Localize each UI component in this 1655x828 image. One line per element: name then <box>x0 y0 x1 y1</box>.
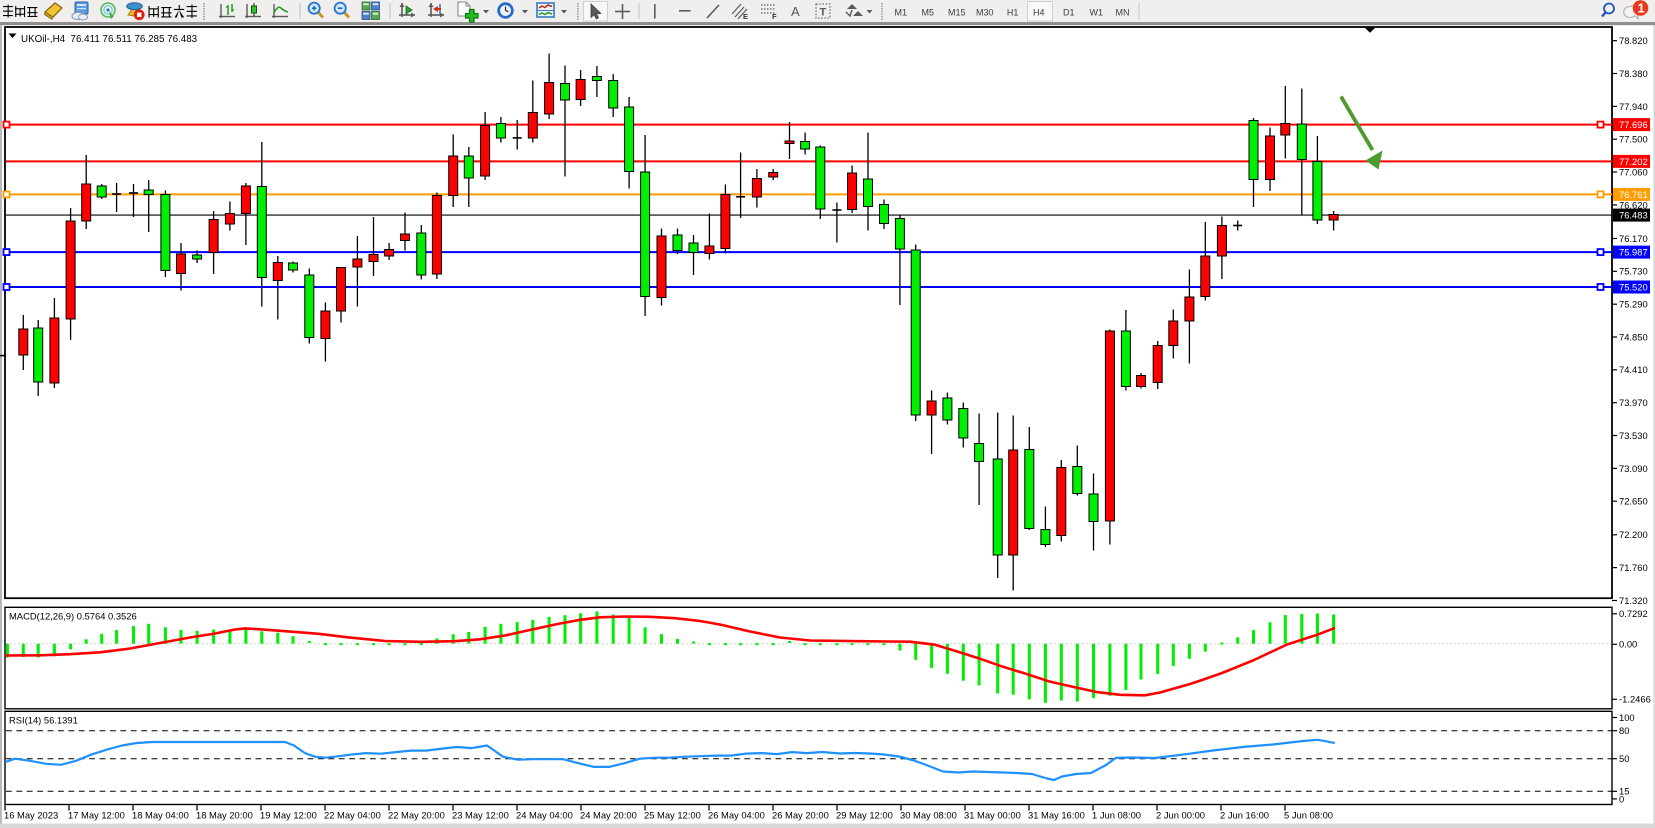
svg-text:-1.2466: -1.2466 <box>1619 694 1651 705</box>
svg-text:31 May 16:00: 31 May 16:00 <box>1028 810 1085 821</box>
svg-text:77.202: 77.202 <box>1619 156 1648 167</box>
svg-text:1 Jun 08:00: 1 Jun 08:00 <box>1092 810 1141 821</box>
svg-text:74.410: 74.410 <box>1619 364 1648 375</box>
svg-text:T: T <box>820 7 827 19</box>
svg-text:M30: M30 <box>976 8 994 18</box>
svg-text:2 Jun 16:00: 2 Jun 16:00 <box>1220 810 1269 821</box>
svg-text:100: 100 <box>1619 712 1635 723</box>
svg-text:50: 50 <box>1619 753 1629 764</box>
svg-text:UKOil-,H4 76.411 76.511 76.28: UKOil-,H4 76.411 76.511 76.285 76.483 <box>21 34 198 45</box>
svg-text:76.170: 76.170 <box>1619 233 1648 244</box>
svg-text:75.290: 75.290 <box>1619 299 1648 310</box>
svg-text:75.730: 75.730 <box>1619 266 1648 277</box>
svg-text:29 May 12:00: 29 May 12:00 <box>836 810 893 821</box>
svg-text:76.761: 76.761 <box>1619 189 1648 200</box>
svg-text:77.696: 77.696 <box>1619 119 1648 130</box>
svg-text:15: 15 <box>1619 786 1629 797</box>
svg-text:M15: M15 <box>948 8 966 18</box>
svg-text:MN: MN <box>1116 8 1130 18</box>
svg-text:22 May 20:00: 22 May 20:00 <box>388 810 445 821</box>
svg-text:A: A <box>791 4 800 19</box>
svg-text:24 May 04:00: 24 May 04:00 <box>516 810 573 821</box>
svg-text:71.320: 71.320 <box>1619 595 1648 606</box>
svg-text:72.200: 72.200 <box>1619 529 1648 540</box>
svg-text:26 May 20:00: 26 May 20:00 <box>772 810 829 821</box>
svg-text:0.7292: 0.7292 <box>1619 608 1648 619</box>
svg-text:F: F <box>772 12 777 21</box>
svg-text:H1: H1 <box>1007 8 1019 18</box>
svg-text:W1: W1 <box>1090 8 1104 18</box>
svg-text:18 May 20:00: 18 May 20:00 <box>196 810 253 821</box>
svg-text:75.520: 75.520 <box>1619 281 1648 292</box>
svg-text:78.820: 78.820 <box>1619 35 1648 46</box>
svg-text:26 May 04:00: 26 May 04:00 <box>708 810 765 821</box>
svg-text:17 May 12:00: 17 May 12:00 <box>68 810 125 821</box>
svg-text:31 May 00:00: 31 May 00:00 <box>964 810 1021 821</box>
svg-text:E: E <box>743 12 748 21</box>
svg-text:24 May 20:00: 24 May 20:00 <box>580 810 637 821</box>
svg-text:16 May 2023: 16 May 2023 <box>4 810 58 821</box>
svg-text:MACD(12,26,9) 0.5764 0.3526: MACD(12,26,9) 0.5764 0.3526 <box>9 611 137 622</box>
svg-text:2 Jun 00:00: 2 Jun 00:00 <box>1156 810 1205 821</box>
svg-text:76.620: 76.620 <box>1619 199 1648 210</box>
svg-text:5 Jun 08:00: 5 Jun 08:00 <box>1284 810 1333 821</box>
svg-text:M5: M5 <box>922 8 935 18</box>
svg-text:73.090: 73.090 <box>1619 463 1648 474</box>
svg-text:80: 80 <box>1619 725 1629 736</box>
svg-text:RSI(14) 56.1391: RSI(14) 56.1391 <box>9 715 78 726</box>
svg-text:77.500: 77.500 <box>1619 134 1648 145</box>
svg-text:73.970: 73.970 <box>1619 397 1648 408</box>
svg-text:D1: D1 <box>1063 8 1075 18</box>
svg-text:1: 1 <box>1638 1 1645 16</box>
svg-text:77.940: 77.940 <box>1619 101 1648 112</box>
svg-text:H4: H4 <box>1033 8 1045 18</box>
svg-text:19 May 12:00: 19 May 12:00 <box>260 810 317 821</box>
svg-text:25 May 12:00: 25 May 12:00 <box>644 810 701 821</box>
svg-text:0: 0 <box>1619 793 1624 804</box>
svg-text:18 May 04:00: 18 May 04:00 <box>132 810 189 821</box>
svg-text:0.00: 0.00 <box>1619 639 1637 650</box>
svg-text:22 May 04:00: 22 May 04:00 <box>324 810 381 821</box>
svg-text:74.850: 74.850 <box>1619 331 1648 342</box>
svg-text:23 May 12:00: 23 May 12:00 <box>452 810 509 821</box>
svg-text:71.760: 71.760 <box>1619 562 1648 573</box>
svg-text:77.060: 77.060 <box>1619 166 1648 177</box>
svg-text:76.483: 76.483 <box>1619 210 1648 221</box>
svg-text:73.530: 73.530 <box>1619 430 1648 441</box>
svg-text:75.987: 75.987 <box>1619 247 1648 258</box>
svg-text:30 May 08:00: 30 May 08:00 <box>900 810 957 821</box>
svg-text:72.650: 72.650 <box>1619 496 1648 507</box>
svg-text:M1: M1 <box>895 8 908 18</box>
svg-text:78.380: 78.380 <box>1619 68 1648 79</box>
